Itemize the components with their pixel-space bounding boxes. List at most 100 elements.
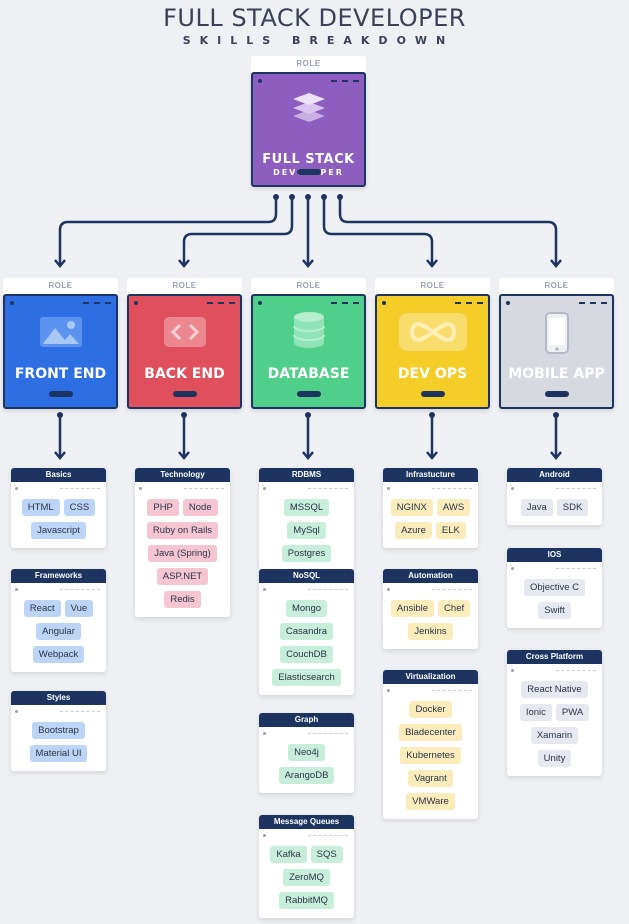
skill-chip: VMWare <box>406 793 455 810</box>
group-dashes <box>184 488 224 489</box>
skill-chip: Javascript <box>31 522 86 539</box>
group-dot <box>15 588 18 591</box>
group-dot <box>387 487 390 490</box>
role-tag: ROLE <box>499 278 614 294</box>
skill-list: Ansible Chef Jenkins <box>383 583 478 649</box>
skill-chip: Ruby on Rails <box>146 522 219 539</box>
skill-group: Frameworks React Vue Angular Webpack <box>11 569 106 672</box>
skill-list: NGINX AWS Azure ELK <box>383 482 478 548</box>
skill-chip: Bladecenter <box>399 724 462 741</box>
skill-group-header: NoSQL <box>259 569 354 583</box>
role-label: MOBILE APP <box>508 366 605 382</box>
connector-dot <box>305 412 311 418</box>
skill-chip: SDK <box>556 499 589 516</box>
group-dot <box>263 588 266 591</box>
main-title-line1: FULL STACK <box>262 152 355 167</box>
group-dashes <box>60 711 100 712</box>
skill-chip: Chef <box>438 600 471 617</box>
skill-group: Basics HTML CSS Javascript <box>11 468 106 548</box>
arrow-head-icon <box>178 259 190 268</box>
group-dot <box>263 487 266 490</box>
role-label: BACK END <box>144 366 225 382</box>
role-tag: ROLE <box>375 278 490 294</box>
group-dot <box>387 689 390 692</box>
skill-chip: CSS <box>63 499 96 516</box>
skill-list: Bootstrap Material UI <box>11 705 106 771</box>
connector-line <box>338 197 558 266</box>
skill-chip: HTML <box>21 499 60 516</box>
connector-dot <box>429 412 435 418</box>
skill-chip: PWA <box>555 704 590 721</box>
infinity-icon <box>398 313 467 351</box>
card-dot <box>134 301 138 305</box>
card-dashes <box>83 302 111 306</box>
connector-line <box>58 197 278 266</box>
skill-group: Graph Neo4j ArangoDB <box>259 713 354 793</box>
skill-group: Message Queues Kafka SQS ZeroMQ RabbitMQ <box>259 815 354 918</box>
smartphone-icon <box>544 312 569 354</box>
skill-group-header: Frameworks <box>11 569 106 583</box>
card-dashes <box>579 302 607 306</box>
skill-list: Kafka SQS ZeroMQ RabbitMQ <box>259 829 354 918</box>
card-dashes <box>331 80 359 84</box>
skill-chip: Jenkins <box>408 623 453 640</box>
role-card-database: ROLE DATABASE <box>251 278 366 409</box>
skill-group: NoSQL Mongo Casandra CouchDB Elasticsearch <box>259 569 354 695</box>
skill-chip: Docker <box>409 701 452 718</box>
skill-list: Docker Bladecenter Kubernetes Vagrant VMWare <box>383 684 478 819</box>
skill-chip: MSSQL <box>283 499 330 516</box>
group-dashes <box>308 835 348 836</box>
group-dashes <box>60 488 100 489</box>
skill-group-header: Virtualization <box>383 670 478 684</box>
connector-dot <box>181 412 187 418</box>
skill-list: React Native Ionic PWA Xamarin Unity <box>507 664 602 776</box>
image-icon <box>39 317 82 347</box>
skill-list: Java SDK <box>507 482 602 525</box>
skill-group: Automation Ansible Chef Jenkins <box>383 569 478 649</box>
skill-chip: Vagrant <box>408 770 453 787</box>
group-dashes <box>432 690 472 691</box>
group-dashes <box>432 488 472 489</box>
connector-line <box>322 197 434 266</box>
skill-chip: SQS <box>310 846 343 863</box>
skill-group-header: Message Queues <box>259 815 354 829</box>
skill-chip: Webpack <box>32 646 85 663</box>
role-label: DATABASE <box>267 366 350 382</box>
group-dashes <box>556 670 596 671</box>
role-tag: ROLE <box>127 278 242 294</box>
database-icon <box>292 312 325 348</box>
arrow-head-icon <box>54 259 66 268</box>
skill-chip: ArangoDB <box>278 767 335 784</box>
card-dot <box>382 301 386 305</box>
arrow-head-icon <box>550 259 562 268</box>
role-tag: ROLE <box>251 56 366 72</box>
skill-chip: Ansible <box>390 600 435 617</box>
skill-chip: Java (Spring) <box>148 545 217 562</box>
card-dot <box>258 79 262 83</box>
role-label: FRONT END <box>14 366 107 382</box>
role-label: DEV OPS <box>397 366 468 382</box>
skill-chip: MySql <box>287 522 326 539</box>
page-title: FULL STACK DEVELOPER <box>163 4 466 32</box>
skill-list: Mongo Casandra CouchDB Elasticsearch <box>259 583 354 695</box>
arrow-head-icon <box>302 451 314 460</box>
card-dashes <box>207 302 235 306</box>
group-dot <box>139 487 142 490</box>
skill-chip: Swift <box>538 602 571 619</box>
skill-chip: RabbitMQ <box>279 892 334 909</box>
skill-chip: Angular <box>36 623 81 640</box>
skill-chip: Postgres <box>281 545 332 562</box>
role-tag: ROLE <box>251 278 366 294</box>
skill-group-header: IOS <box>507 548 602 562</box>
skill-chip: ELK <box>435 522 466 539</box>
skill-chip: PHP <box>147 499 179 516</box>
role-card-dev-ops: ROLE DEV OPS <box>375 278 490 409</box>
skill-group-header: Infrastucture <box>383 468 478 482</box>
skill-chip: Kubernetes <box>400 747 461 764</box>
skill-group-header: Technology <box>135 468 230 482</box>
skill-group: Styles Bootstrap Material UI <box>11 691 106 771</box>
group-dashes <box>308 589 348 590</box>
page-subtitle: SKILLS BREAKDOWN <box>182 34 455 47</box>
card-dot <box>258 301 262 305</box>
